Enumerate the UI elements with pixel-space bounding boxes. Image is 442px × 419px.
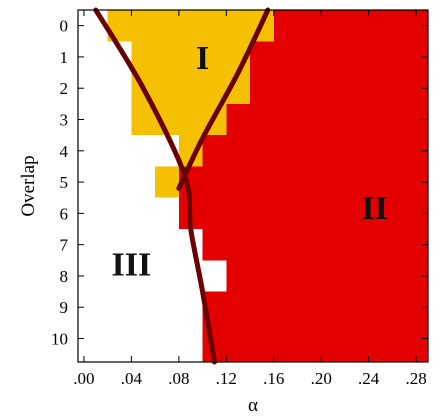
y-tick-label: 2 bbox=[60, 79, 69, 98]
axis-ticks: .00 .04 .08 .12 .16 .20 .24 .28 0 1 2 3 4 5 6 7 8 9 10 bbox=[51, 10, 428, 388]
region-I-cell bbox=[155, 166, 179, 198]
region-II-cell bbox=[273, 10, 428, 42]
x-tick-label: .12 bbox=[216, 369, 237, 388]
y-tick-label: 0 bbox=[60, 17, 69, 36]
x-tick-label: .28 bbox=[406, 369, 427, 388]
region-label-II: II bbox=[361, 190, 387, 227]
region-II-cell bbox=[226, 103, 428, 136]
x-tick-label: .16 bbox=[263, 369, 284, 388]
region-label-I: I bbox=[196, 40, 209, 77]
region-I-cell bbox=[107, 10, 274, 42]
y-tick-label: 8 bbox=[60, 267, 69, 286]
x-tick-label: .20 bbox=[311, 369, 332, 388]
phase-boundary-curves bbox=[93, 7, 271, 365]
x-tick-label: .00 bbox=[73, 369, 94, 388]
region-II-cell bbox=[202, 229, 428, 261]
y-tick-label: 10 bbox=[51, 330, 68, 349]
region-II-cell bbox=[202, 291, 428, 323]
y-tick-label: 4 bbox=[60, 142, 69, 161]
x-tick-label: .24 bbox=[358, 369, 380, 388]
heatmap-cells bbox=[107, 10, 428, 362]
y-axis-label: Overlap bbox=[18, 155, 39, 216]
region-II-cell bbox=[178, 197, 428, 230]
region-II-cell bbox=[178, 166, 428, 198]
plot-frame bbox=[77, 9, 429, 363]
y-tick-label: 5 bbox=[60, 173, 69, 192]
phase-boundary-curve bbox=[93, 7, 217, 365]
x-tick-label: .08 bbox=[168, 369, 189, 388]
region-label-III: III bbox=[112, 246, 152, 283]
y-tick-label: 3 bbox=[60, 111, 69, 130]
region-II-cell bbox=[250, 72, 428, 104]
region-II-cell bbox=[202, 135, 428, 167]
region-II-cell bbox=[202, 322, 428, 362]
y-tick-label: 6 bbox=[60, 204, 69, 223]
region-I-cell bbox=[131, 41, 251, 73]
x-tick-label: .04 bbox=[121, 369, 143, 388]
region-I-cell bbox=[178, 135, 203, 167]
region-II-cell bbox=[250, 41, 428, 73]
phase-boundary-curve bbox=[176, 7, 271, 191]
x-axis-label: α bbox=[248, 395, 258, 416]
plot-border bbox=[77, 9, 429, 363]
y-tick-label: 1 bbox=[60, 48, 69, 67]
y-tick-label: 7 bbox=[60, 236, 69, 255]
region-II-cell bbox=[226, 260, 428, 292]
y-tick-label: 9 bbox=[60, 298, 69, 317]
